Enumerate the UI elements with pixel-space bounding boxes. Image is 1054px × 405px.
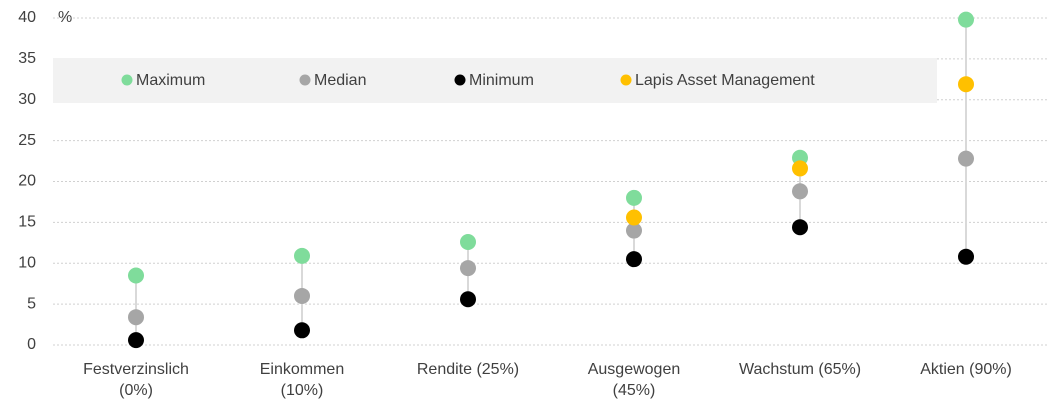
dot — [460, 260, 476, 277]
dot — [460, 233, 476, 250]
legend-label: Lapis Asset Management — [635, 72, 815, 89]
dot — [128, 332, 144, 349]
y-tick-label: 30 — [18, 91, 36, 108]
legend-label: Maximum — [136, 72, 205, 89]
dot — [626, 189, 642, 206]
y-tick-label: 40 — [18, 9, 36, 26]
legend-background — [53, 58, 937, 103]
dot — [626, 251, 642, 268]
legend-label: Median — [314, 72, 366, 89]
x-tick-label: Aktien (90%) — [920, 361, 1012, 378]
dot — [294, 287, 310, 304]
dot — [626, 209, 642, 226]
dot — [958, 76, 974, 93]
dot — [792, 219, 808, 236]
dot — [460, 291, 476, 308]
dot — [958, 150, 974, 167]
x-tick-label: Rendite (25%) — [417, 361, 519, 378]
legend-swatch — [620, 74, 632, 86]
dot — [792, 183, 808, 200]
dot — [128, 267, 144, 284]
x-tick-label: Festverzinslich (0%) — [83, 361, 189, 399]
legend-label: Minimum — [469, 72, 534, 89]
dot — [792, 160, 808, 177]
y-tick-label: 15 — [18, 214, 36, 231]
dot — [626, 222, 642, 239]
y-tick-label: 10 — [18, 254, 36, 271]
x-tick-label: Einkommen (10%) — [260, 361, 344, 399]
legend-swatch — [454, 74, 466, 86]
y-tick-label: 25 — [18, 132, 36, 149]
dot — [128, 309, 144, 326]
x-tick-label: Ausgewogen (45%) — [588, 361, 681, 399]
legend-swatch — [299, 74, 311, 86]
legend-swatch — [121, 74, 133, 86]
dot — [294, 247, 310, 264]
dot — [958, 248, 974, 265]
dot — [958, 11, 974, 28]
y-tick-label: 20 — [18, 173, 36, 190]
y-tick-label: 35 — [18, 50, 36, 67]
y-tick-label: 5 — [27, 295, 36, 312]
x-tick-label: Wachstum (65%) — [739, 361, 861, 378]
y-tick-label: 0 — [27, 336, 36, 353]
dot — [294, 322, 310, 339]
